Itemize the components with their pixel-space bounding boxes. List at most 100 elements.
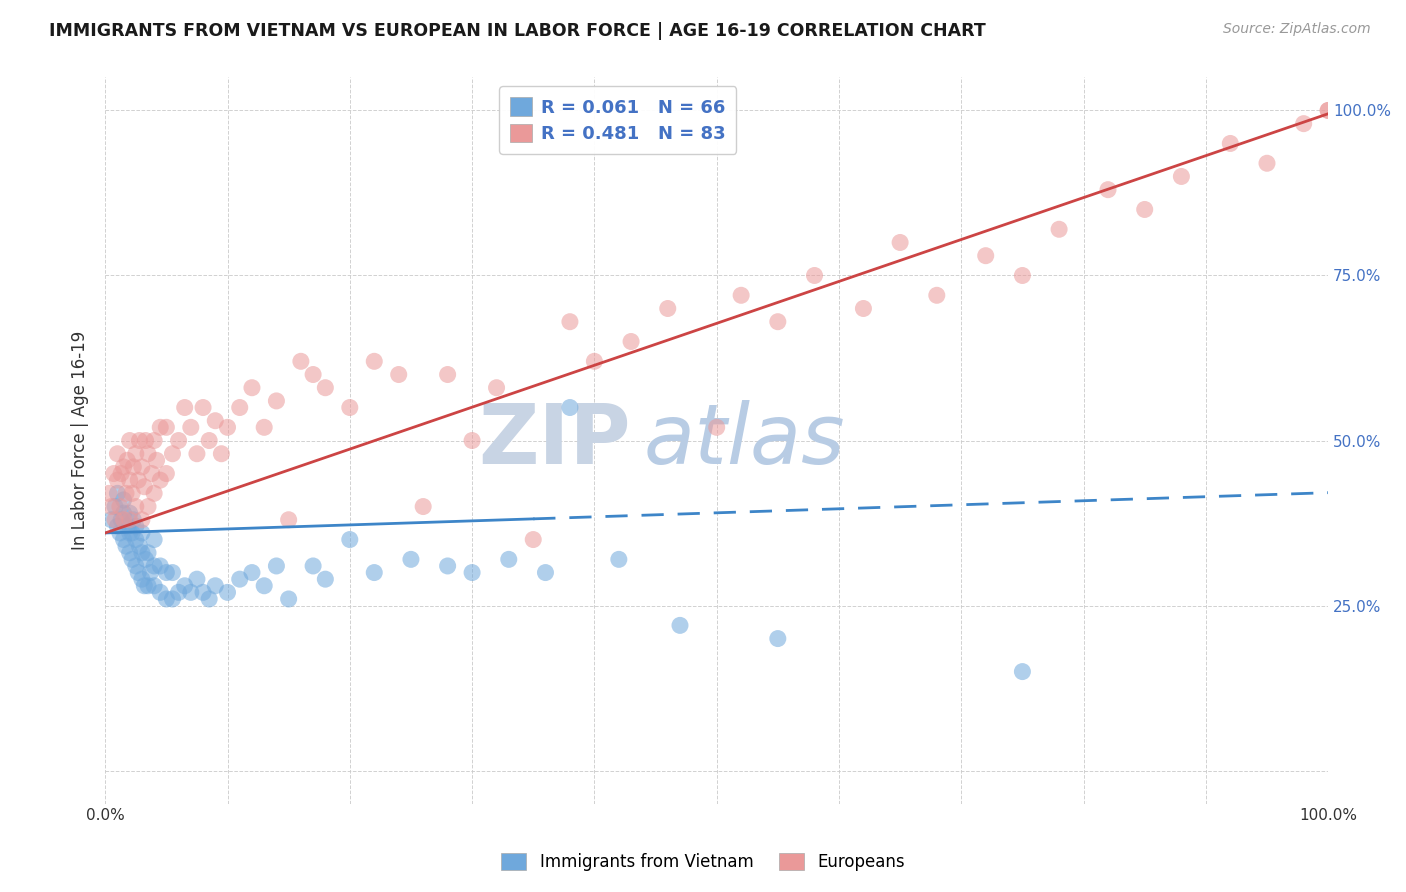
Point: [155, 467, 177, 481]
Point: [104, 513, 127, 527]
Text: atlas: atlas: [644, 400, 845, 481]
Point: [155, 420, 177, 434]
Point: [162, 566, 184, 580]
Point: [180, 585, 202, 599]
Point: [657, 301, 679, 316]
Point: [498, 552, 520, 566]
Text: IMMIGRANTS FROM VIETNAM VS EUROPEAN IN LABOR FORCE | AGE 16-19 CORRELATION CHART: IMMIGRANTS FROM VIETNAM VS EUROPEAN IN L…: [49, 22, 986, 40]
Point: [363, 566, 385, 580]
Point: [229, 401, 252, 415]
Point: [1292, 117, 1315, 131]
Point: [412, 500, 434, 514]
Point: [135, 434, 157, 448]
Point: [128, 539, 150, 553]
Point: [558, 401, 581, 415]
Point: [112, 533, 135, 547]
Point: [136, 546, 159, 560]
Point: [107, 519, 129, 533]
Text: ZIP: ZIP: [478, 400, 631, 481]
Point: [766, 632, 789, 646]
Point: [112, 513, 135, 527]
Point: [139, 566, 162, 580]
Point: [173, 401, 195, 415]
Point: [118, 525, 141, 540]
Point: [253, 579, 276, 593]
Point: [131, 513, 153, 527]
Point: [339, 401, 361, 415]
Point: [1219, 136, 1241, 151]
Point: [363, 354, 385, 368]
Point: [143, 533, 166, 547]
Point: [1256, 156, 1278, 170]
Legend: R = 0.061   N = 66, R = 0.481   N = 83: R = 0.061 N = 66, R = 0.481 N = 83: [499, 87, 737, 154]
Point: [128, 434, 150, 448]
Point: [121, 486, 143, 500]
Point: [100, 500, 122, 514]
Point: [108, 525, 131, 540]
Point: [266, 393, 288, 408]
Point: [925, 288, 948, 302]
Point: [186, 447, 208, 461]
Point: [107, 486, 129, 500]
Point: [669, 618, 692, 632]
Point: [253, 420, 276, 434]
Point: [229, 572, 252, 586]
Point: [302, 558, 325, 573]
Point: [240, 381, 263, 395]
Point: [167, 434, 190, 448]
Point: [173, 579, 195, 593]
Point: [121, 525, 143, 540]
Point: [209, 447, 232, 461]
Point: [108, 500, 131, 514]
Point: [136, 579, 159, 593]
Point: [204, 414, 226, 428]
Point: [97, 486, 120, 500]
Point: [127, 566, 149, 580]
Point: [122, 513, 145, 527]
Point: [134, 579, 156, 593]
Point: [131, 525, 153, 540]
Point: [135, 552, 157, 566]
Point: [122, 459, 145, 474]
Point: [803, 268, 825, 283]
Point: [607, 552, 630, 566]
Point: [522, 533, 544, 547]
Point: [141, 467, 163, 481]
Point: [103, 467, 125, 481]
Point: [136, 500, 159, 514]
Point: [155, 591, 177, 606]
Point: [1317, 103, 1340, 118]
Point: [131, 459, 153, 474]
Point: [110, 513, 132, 527]
Point: [112, 459, 135, 474]
Point: [134, 480, 156, 494]
Text: Source: ZipAtlas.com: Source: ZipAtlas.com: [1223, 22, 1371, 37]
Point: [889, 235, 911, 250]
Point: [100, 513, 122, 527]
Point: [974, 249, 997, 263]
Point: [485, 381, 508, 395]
Point: [1011, 665, 1033, 679]
Y-axis label: In Labor Force | Age 16-19: In Labor Force | Age 16-19: [72, 331, 89, 550]
Point: [436, 368, 458, 382]
Point: [217, 585, 239, 599]
Point: [766, 315, 789, 329]
Point: [388, 368, 411, 382]
Point: [112, 492, 135, 507]
Point: [143, 486, 166, 500]
Point: [115, 519, 138, 533]
Point: [399, 552, 422, 566]
Point: [1170, 169, 1192, 184]
Point: [461, 566, 484, 580]
Legend: Immigrants from Vietnam, Europeans: Immigrants from Vietnam, Europeans: [494, 845, 912, 880]
Point: [620, 334, 643, 349]
Point: [104, 500, 127, 514]
Point: [198, 434, 221, 448]
Point: [583, 354, 606, 368]
Point: [534, 566, 557, 580]
Point: [131, 572, 153, 586]
Point: [155, 566, 177, 580]
Point: [191, 401, 214, 415]
Point: [436, 558, 458, 573]
Point: [167, 585, 190, 599]
